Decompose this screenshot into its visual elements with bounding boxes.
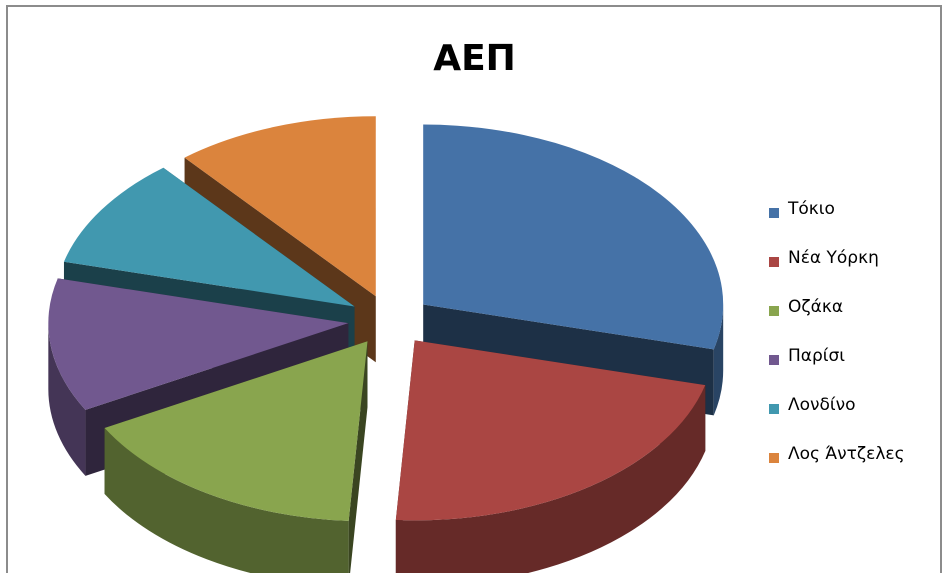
legend-swatch xyxy=(769,208,779,218)
pie-slice-wall xyxy=(104,427,349,573)
legend-label: Τόκιο xyxy=(788,199,835,219)
pie-slice-wall xyxy=(48,323,86,476)
legend-label: Παρίσι xyxy=(788,346,846,366)
legend-swatch xyxy=(769,404,779,414)
legend-swatch xyxy=(769,306,779,316)
pie-slice xyxy=(48,278,349,410)
pie-slice-wall xyxy=(713,304,724,416)
legend-label: Λονδίνο xyxy=(788,395,856,415)
legend-label: Λος Άντζελες xyxy=(788,444,905,464)
pie-slice-cut-face xyxy=(348,341,368,573)
pie-slice xyxy=(395,340,706,521)
legend-label: Οζάκα xyxy=(788,297,844,317)
pie-slice xyxy=(63,167,355,307)
legend-swatch xyxy=(769,257,779,267)
legend-label: Νέα Υόρκη xyxy=(788,248,879,268)
pie-slice xyxy=(104,341,368,521)
pie-slice xyxy=(423,124,724,350)
pie-tops xyxy=(48,116,724,521)
legend-swatch xyxy=(769,453,779,463)
pie-slice-wall xyxy=(395,385,706,573)
chart-title: ΑΕΠ xyxy=(433,38,516,79)
pie-slice xyxy=(184,116,376,297)
legend-swatch xyxy=(769,355,779,365)
